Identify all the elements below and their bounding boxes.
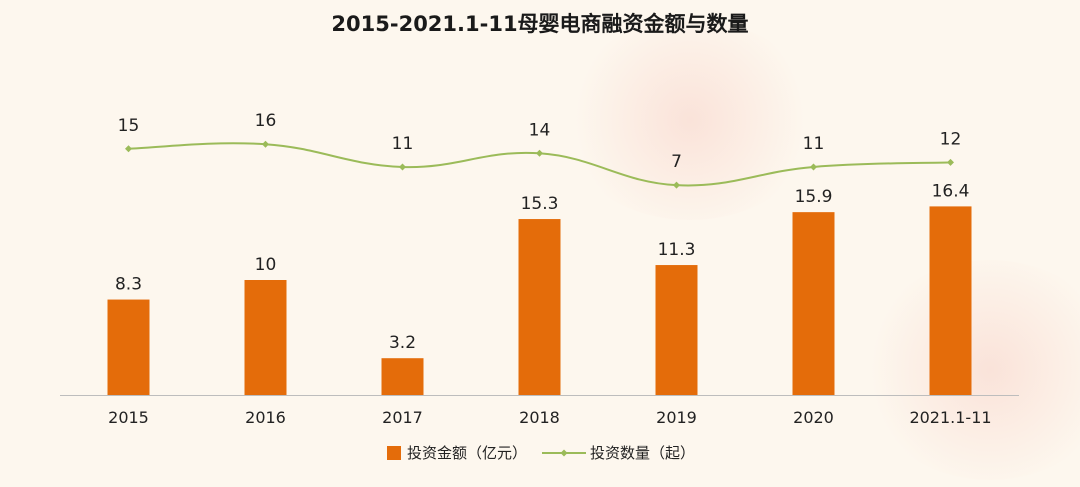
legend-bar-label: 投资金额（亿元） bbox=[407, 444, 527, 462]
bar-value-label: 10 bbox=[255, 255, 277, 275]
x-tick-label: 2021.1-11 bbox=[909, 408, 991, 427]
x-tick-label: 2018 bbox=[519, 408, 560, 427]
line-point bbox=[125, 145, 132, 153]
line-series bbox=[128, 142, 951, 187]
line-value-label: 15 bbox=[118, 116, 140, 136]
line-value-label: 11 bbox=[803, 134, 825, 154]
bar-value-label: 3.2 bbox=[389, 333, 416, 353]
x-tick-label: 2015 bbox=[108, 408, 149, 427]
bar bbox=[792, 212, 835, 395]
legend-layer: 投资金额（亿元） 投资数量（起） bbox=[387, 444, 695, 462]
x-tick-label: 2019 bbox=[656, 408, 697, 427]
chart-title: 2015-2021.1-11母婴电商融资金额与数量 bbox=[331, 12, 749, 36]
x-tick-label: 2017 bbox=[382, 408, 423, 427]
line-point bbox=[673, 181, 680, 189]
bar-value-label: 15.3 bbox=[521, 194, 559, 214]
line-point bbox=[947, 158, 954, 166]
bar-value-label: 8.3 bbox=[115, 275, 142, 295]
bar bbox=[929, 206, 972, 395]
x-tick-label: 2016 bbox=[245, 408, 286, 427]
x-tick-label: 2020 bbox=[793, 408, 834, 427]
line-value-label: 12 bbox=[940, 129, 962, 149]
line-point bbox=[262, 140, 269, 148]
legend-bar-swatch bbox=[387, 446, 401, 460]
line-point bbox=[536, 149, 543, 157]
bar bbox=[518, 219, 561, 395]
bar-value-label: 15.9 bbox=[795, 187, 833, 207]
bars-layer: 8.3 10 3.2 15.3 11.3 15.9 16.4 bbox=[107, 181, 972, 395]
line-value-label: 16 bbox=[255, 111, 277, 131]
line-value-label: 14 bbox=[529, 120, 551, 140]
bar-value-label: 16.4 bbox=[932, 181, 970, 201]
line-value-label: 7 bbox=[671, 152, 682, 172]
bar bbox=[381, 358, 424, 395]
axis-layer: 2015 2016 2017 2018 2019 2020 2021.1-11 bbox=[60, 395, 1019, 427]
bar-value-label: 11.3 bbox=[658, 240, 696, 260]
legend-line-label: 投资数量（起） bbox=[590, 444, 695, 462]
line-layer: 15 16 11 14 7 11 12 bbox=[118, 111, 962, 189]
legend-line-marker bbox=[560, 449, 568, 457]
line-value-label: 11 bbox=[392, 134, 414, 154]
line-point bbox=[810, 163, 817, 171]
bar bbox=[655, 265, 698, 395]
line-point bbox=[399, 163, 406, 171]
bar bbox=[244, 280, 287, 395]
bar bbox=[107, 299, 150, 395]
